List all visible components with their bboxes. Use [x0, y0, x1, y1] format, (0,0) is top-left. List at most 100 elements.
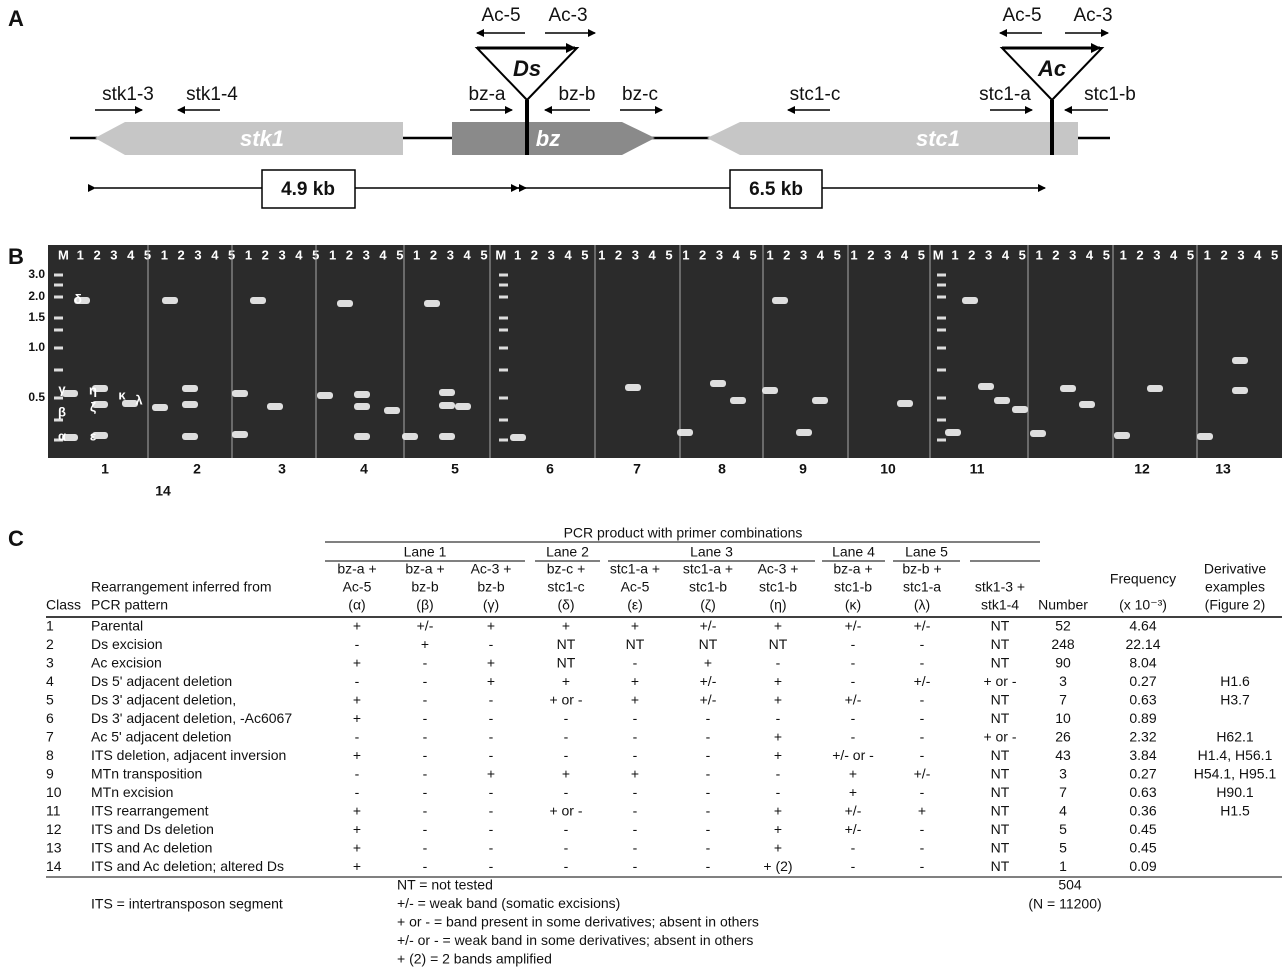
class-label: 4	[360, 461, 368, 477]
ladder-band	[937, 274, 946, 277]
column-header: bz-a +	[833, 561, 872, 577]
class-label: 8	[718, 461, 726, 477]
pcr-cell: +/-	[845, 803, 862, 819]
pcr-cell: +	[774, 821, 782, 837]
column-header: (β)	[416, 597, 433, 613]
lane-label: 3	[632, 247, 639, 262]
pcr-cell: +	[774, 747, 782, 763]
lane-label: 5	[581, 247, 588, 262]
class-label: 1	[101, 461, 109, 477]
ladder-band	[54, 317, 63, 320]
frequency-cell: 0.27	[1129, 673, 1156, 689]
pcr-cell: +	[562, 673, 570, 689]
gel-band	[232, 431, 248, 438]
pcr-cell: -	[564, 858, 569, 874]
pcr-cell: +	[353, 710, 361, 726]
column-header: examples	[1205, 579, 1265, 595]
derivatives-cell: H90.1	[1216, 784, 1254, 800]
lane-label: 2	[867, 247, 874, 262]
band-label: α	[58, 428, 66, 443]
column-header: stk1-4	[981, 597, 1019, 613]
ladder-band	[499, 419, 508, 422]
stk-cell: NT	[991, 692, 1010, 708]
column-header: (λ)	[914, 597, 930, 613]
lane-label: 1	[1204, 247, 1211, 262]
pcr-cell: -	[423, 821, 428, 837]
pcr-cell: -	[564, 729, 569, 745]
gel-band	[625, 384, 641, 391]
total: 504	[1058, 877, 1082, 893]
pcr-cell: -	[423, 858, 428, 874]
rearrangement-cell: Ac excision	[91, 655, 162, 671]
lane-label: M	[933, 247, 944, 262]
pcr-cell: -	[706, 821, 711, 837]
pcr-cell: -	[489, 858, 494, 874]
ladder-band	[937, 296, 946, 299]
frequency-cell: 4.64	[1129, 618, 1156, 634]
pcr-cell: +/-	[914, 618, 931, 634]
pcr-cell: +	[421, 636, 429, 652]
gel-band	[762, 387, 778, 394]
band-label: β	[58, 404, 66, 419]
column-header: (α)	[348, 597, 365, 613]
lane-label: 3	[194, 247, 201, 262]
lane-label: 2	[783, 247, 790, 262]
pcr-cell: -	[706, 729, 711, 745]
lane-label: 4	[564, 247, 572, 262]
stk-cell: NT	[991, 710, 1010, 726]
pcr-cell: -	[706, 803, 711, 819]
ladder-band	[54, 397, 63, 400]
pcr-cell: +	[562, 618, 570, 634]
class-cell: 14	[46, 858, 62, 874]
stk-cell: + or -	[983, 729, 1016, 745]
class-cell: 13	[46, 840, 62, 856]
number-cell: 7	[1059, 784, 1067, 800]
pcr-cell: +	[774, 673, 782, 689]
pcr-cell: -	[851, 636, 856, 652]
band-label: γ	[58, 381, 66, 396]
class-label: 3	[278, 461, 286, 477]
pcr-cell: -	[355, 766, 360, 782]
primer-label: stk1-4	[186, 84, 238, 105]
lane-label: 5	[918, 247, 925, 262]
rearrangement-cell: ITS deletion, adjacent inversion	[91, 747, 286, 763]
pcr-cell: +	[562, 766, 570, 782]
gel-band	[962, 297, 978, 304]
pcr-cell: -	[633, 729, 638, 745]
stk-cell: NT	[991, 618, 1010, 634]
pcr-cell: +/-	[417, 618, 434, 634]
ladder-band	[54, 284, 63, 287]
ladder-band	[499, 439, 508, 442]
gel-band	[317, 392, 333, 399]
footnote: + or - = band present in some derivative…	[397, 914, 759, 930]
pcr-cell: +	[353, 821, 361, 837]
lane-label: 3	[548, 247, 555, 262]
pcr-cell: +/- or -	[832, 747, 874, 763]
gel-band	[1079, 401, 1095, 408]
ladder-band	[937, 317, 946, 320]
pcr-cell: +	[849, 784, 857, 800]
column-header: bz-a +	[337, 561, 376, 577]
lane-label: 5	[396, 247, 403, 262]
class-cell: 7	[46, 729, 54, 745]
lane-label: 3	[447, 247, 454, 262]
panel-label: C	[8, 526, 24, 551]
pcr-cell: -	[851, 710, 856, 726]
lane-label: 3	[985, 247, 992, 262]
gel-band	[182, 433, 198, 440]
lane-label: 1	[329, 247, 336, 262]
lane-label: 1	[413, 247, 420, 262]
lane-label: 2	[699, 247, 706, 262]
pcr-cell: -	[920, 858, 925, 874]
gel-band	[1030, 430, 1046, 437]
footnote: NT = not tested	[397, 877, 493, 893]
lane-label: 4	[817, 247, 825, 262]
band-label: ζ	[90, 399, 96, 414]
gel-band	[1197, 433, 1213, 440]
class-label: 6	[546, 461, 554, 477]
pcr-cell: -	[564, 784, 569, 800]
pcr-cell: -	[851, 729, 856, 745]
lane-label: 1	[161, 247, 168, 262]
primer-label: bz-c	[622, 84, 658, 105]
column-header: (ε)	[627, 597, 643, 613]
